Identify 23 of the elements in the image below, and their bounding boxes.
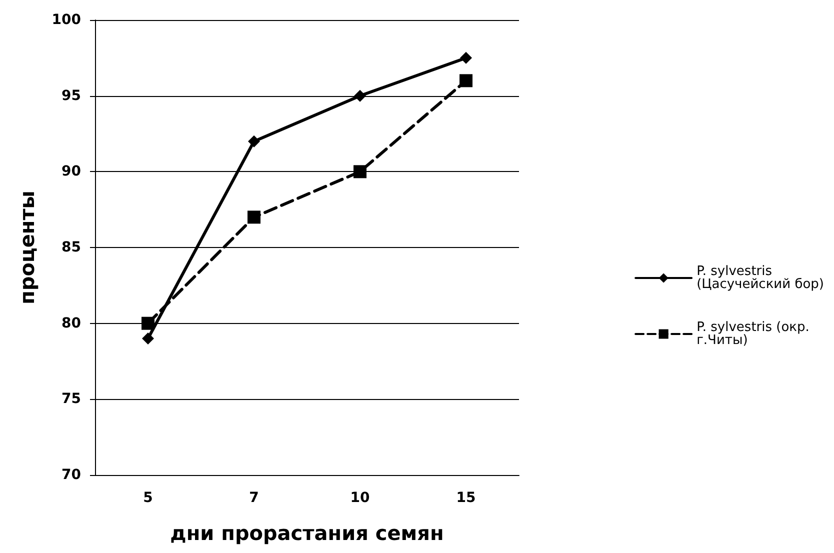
x-axis-title: дни прорастания семян — [170, 521, 444, 545]
y-tick-label: 75 — [62, 391, 81, 408]
y-tick-label: 85 — [62, 240, 81, 256]
point — [460, 74, 472, 88]
y-tick-label: 100 — [52, 12, 82, 28]
y-tick-label: 95 — [62, 88, 81, 104]
point — [460, 52, 472, 64]
point — [354, 90, 366, 102]
y-tick-label: 90 — [62, 164, 82, 180]
legend-label: P. sylvestris (окр. г.Читы) — [696, 320, 814, 348]
point — [248, 135, 260, 148]
x-tick-label: 15 — [456, 490, 476, 506]
point — [142, 332, 154, 344]
y-tick-label: 80 — [62, 315, 82, 332]
legend-label: P. sylvestris (Цасучейский бор) — [696, 264, 824, 292]
point — [248, 210, 260, 224]
y-tick-label: 70 — [62, 467, 82, 483]
x-tick-label: 5 — [143, 490, 153, 506]
x-tick-label: 7 — [249, 490, 259, 506]
point — [354, 165, 366, 178]
x-tick-label: 10 — [350, 490, 370, 506]
point — [142, 316, 154, 330]
y-axis-title: проценты — [15, 190, 39, 304]
